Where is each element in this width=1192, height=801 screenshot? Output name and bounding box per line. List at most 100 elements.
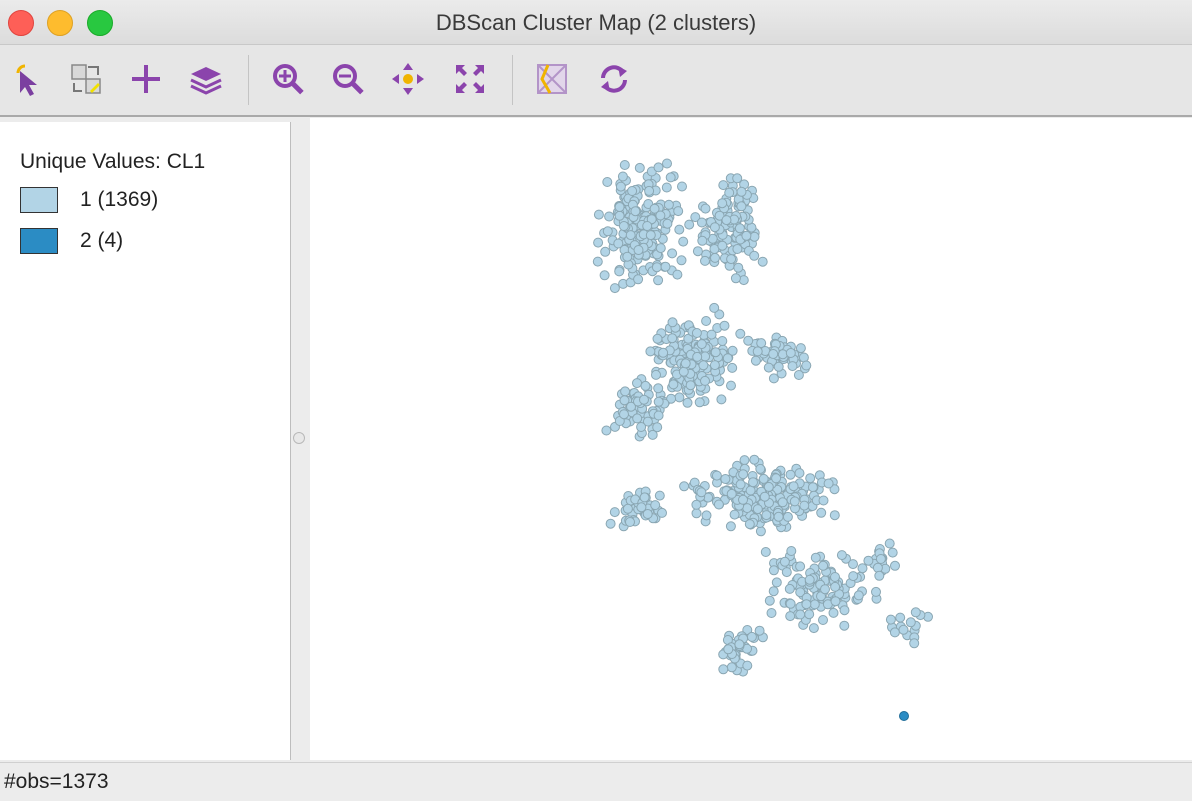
map-point-cluster-1[interactable] — [649, 203, 660, 214]
map-point-cluster-1[interactable] — [830, 572, 840, 582]
map-point-cluster-1[interactable] — [663, 199, 674, 210]
map-point-cluster-1[interactable] — [732, 173, 743, 184]
map-point-cluster-1[interactable] — [724, 187, 735, 198]
map-point-cluster-1[interactable] — [874, 570, 885, 581]
map-point-cluster-1[interactable] — [777, 497, 788, 508]
map-point-cluster-1[interactable] — [750, 355, 761, 366]
zoom-out-button[interactable] — [328, 59, 368, 99]
map-point-cluster-1[interactable] — [717, 240, 728, 251]
map-point-cluster-1[interactable] — [690, 212, 701, 223]
map-point-cluster-1[interactable] — [768, 586, 779, 597]
map-point-cluster-1[interactable] — [754, 625, 765, 636]
map-point-cluster-1[interactable] — [742, 625, 753, 635]
map-point-cluster-1[interactable] — [801, 360, 812, 371]
map-point-cluster-1[interactable] — [694, 397, 705, 408]
map-point-cluster-1[interactable] — [713, 499, 724, 510]
map-point-cluster-1[interactable] — [599, 270, 610, 281]
map-point-cluster-1[interactable] — [652, 333, 663, 344]
map-point-cluster-1[interactable] — [759, 491, 770, 502]
map-point-cluster-1[interactable] — [773, 361, 784, 372]
map-point-cluster-1[interactable] — [768, 373, 779, 384]
map-point-cluster-1[interactable] — [653, 162, 664, 173]
map-point-cluster-1[interactable] — [736, 186, 747, 197]
map-point-cluster-1[interactable] — [674, 392, 685, 403]
map-point-cluster-1[interactable] — [768, 565, 779, 576]
map-point-cluster-1[interactable] — [651, 262, 662, 273]
map-point-cluster-1[interactable] — [646, 214, 657, 225]
map-point-cluster-1[interactable] — [726, 662, 737, 673]
map-point-cluster-1[interactable] — [823, 478, 834, 489]
map-point-cluster-1[interactable] — [786, 546, 797, 556]
map-point-cluster-1[interactable] — [748, 477, 758, 488]
splitter-handle[interactable] — [293, 432, 305, 444]
map-point-cluster-1[interactable] — [752, 346, 763, 357]
map-point-cluster-1[interactable] — [651, 369, 661, 380]
map-point-cluster-1[interactable] — [848, 571, 859, 582]
map-point-cluster-1[interactable] — [632, 413, 643, 424]
map-point-cluster-1[interactable] — [617, 171, 628, 182]
map-point-cluster-1[interactable] — [785, 348, 796, 358]
map-point-cluster-1[interactable] — [818, 560, 829, 571]
map-point-cluster-1[interactable] — [677, 181, 687, 192]
map-point-cluster-1[interactable] — [742, 660, 753, 671]
map-point-cluster-1[interactable] — [632, 378, 642, 389]
map-point-cluster-1[interactable] — [645, 346, 656, 357]
map-point-cluster-1[interactable] — [785, 598, 796, 609]
map-point-cluster-1[interactable] — [684, 219, 695, 230]
full-extent-button[interactable] — [450, 59, 490, 99]
add-layer-button[interactable] — [126, 59, 166, 99]
map-point-cluster-1[interactable] — [679, 481, 690, 492]
map-point-cluster-1[interactable] — [698, 360, 709, 371]
map-point-cluster-1[interactable] — [700, 375, 710, 386]
map-point-cluster-1[interactable] — [909, 638, 920, 649]
close-window-button[interactable] — [8, 10, 34, 36]
map-point-cluster-1[interactable] — [773, 511, 784, 522]
map-point-cluster-1[interactable] — [676, 255, 687, 266]
map-point-cluster-1[interactable] — [644, 185, 655, 196]
map-point-cluster-1[interactable] — [738, 494, 748, 505]
map-point-cluster-1[interactable] — [872, 562, 883, 573]
map-point-cluster-1[interactable] — [905, 617, 916, 628]
map-point-cluster-1[interactable] — [691, 499, 702, 510]
map-point-cluster-1[interactable] — [890, 560, 900, 571]
map-point-cluster-1[interactable] — [818, 495, 829, 506]
map-point-cluster-1[interactable] — [639, 394, 649, 405]
map-point-cluster-1[interactable] — [680, 358, 691, 369]
map-point-cluster-1[interactable] — [691, 328, 702, 338]
map-point-cluster-1[interactable] — [618, 221, 629, 231]
maximize-window-button[interactable] — [87, 10, 113, 36]
map-point-cluster-1[interactable] — [718, 180, 729, 191]
map-point-cluster-1[interactable] — [692, 351, 703, 362]
map-point-cluster-1[interactable] — [805, 473, 816, 484]
map-point-cluster-1[interactable] — [785, 469, 796, 480]
map-point-cluster-1[interactable] — [700, 255, 710, 266]
map-point-cluster-1[interactable] — [647, 429, 658, 440]
map-point-cluster-1[interactable] — [696, 487, 707, 498]
map-point-cluster-1[interactable] — [652, 422, 663, 433]
map-point-cluster-1[interactable] — [871, 586, 881, 597]
map-point-cluster-1[interactable] — [685, 380, 696, 391]
map-point-cluster-1[interactable] — [718, 664, 729, 675]
map-point-cluster-1[interactable] — [696, 217, 707, 228]
map-point-cluster-1[interactable] — [795, 561, 806, 572]
map-point-cluster-1[interactable] — [746, 631, 757, 642]
map-point-cluster-1[interactable] — [633, 245, 644, 255]
map-point-cluster-1[interactable] — [655, 210, 666, 221]
map-point-cluster-1[interactable] — [808, 623, 819, 634]
map-point-cluster-1[interactable] — [853, 590, 864, 601]
map-point-cluster-1[interactable] — [619, 395, 630, 406]
map-point-cluster-1[interactable] — [602, 226, 613, 237]
map-point-cluster-1[interactable] — [709, 222, 720, 233]
map-point-cluster-1[interactable] — [771, 577, 782, 588]
map-point-cluster-1[interactable] — [807, 482, 818, 493]
map-point-cluster-1[interactable] — [602, 177, 613, 187]
map-point-cluster-1[interactable] — [626, 401, 636, 412]
map-point-cluster-1[interactable] — [768, 349, 779, 359]
map-point-cluster-1[interactable] — [763, 362, 774, 373]
map-point-cluster-1[interactable] — [755, 526, 766, 537]
map-point-cluster-1[interactable] — [613, 238, 624, 249]
map-point-cluster-1[interactable] — [667, 248, 678, 259]
map-point-cluster-1[interactable] — [609, 283, 620, 294]
map-point-cluster-1[interactable] — [619, 160, 630, 170]
map-point-cluster-1[interactable] — [781, 567, 792, 578]
